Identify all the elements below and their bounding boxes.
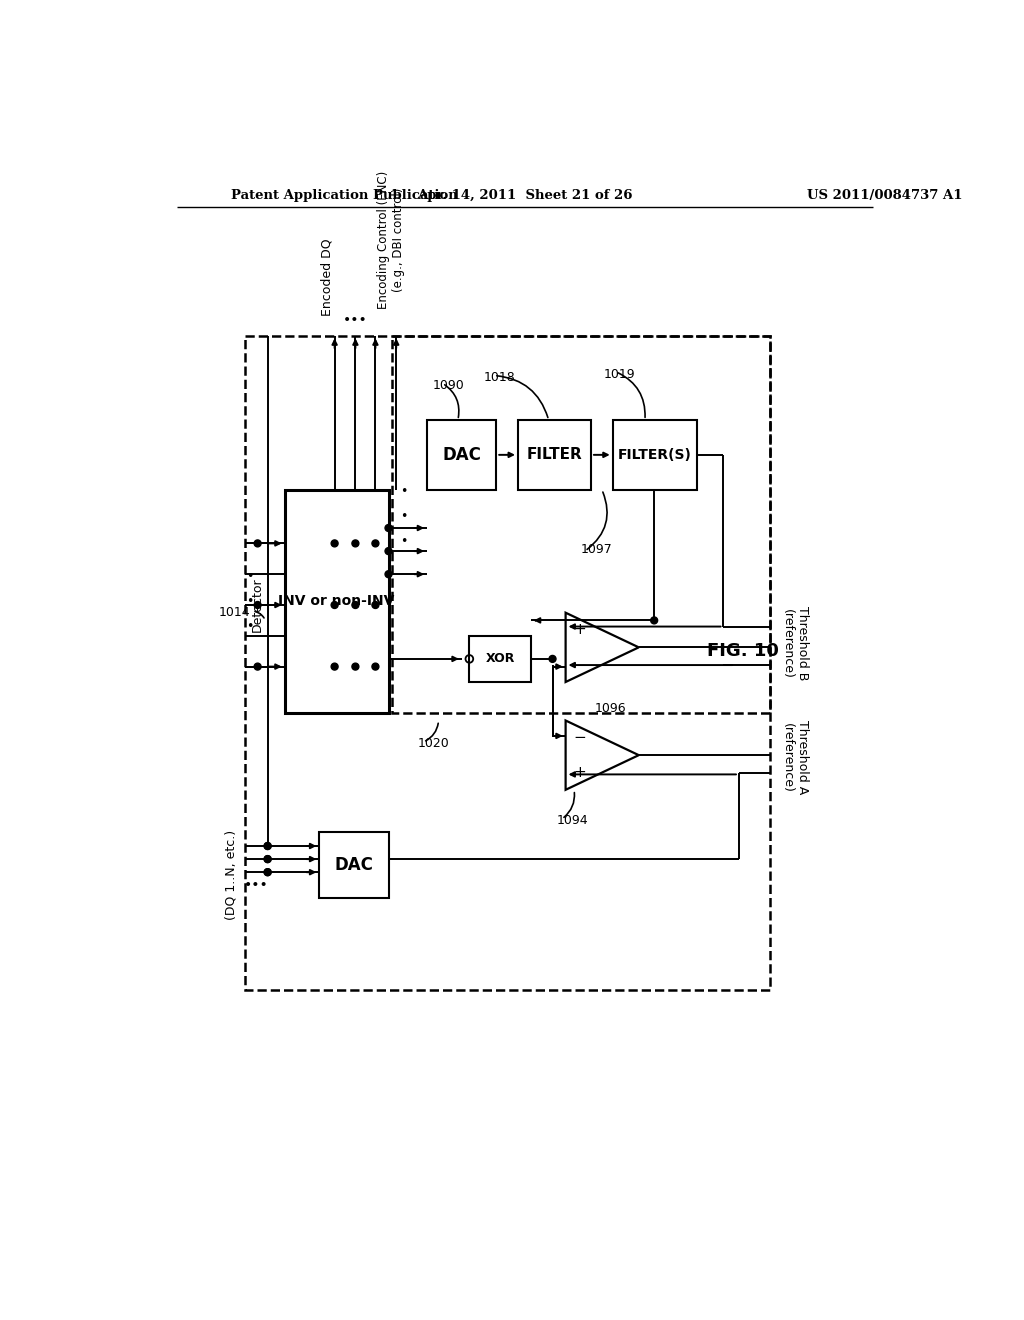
Text: Encoded DQ: Encoded DQ xyxy=(321,239,334,317)
Text: •••: ••• xyxy=(343,313,368,327)
Circle shape xyxy=(385,524,392,532)
Circle shape xyxy=(385,548,392,554)
Circle shape xyxy=(650,616,657,624)
Text: (DQ 1..N, etc.): (DQ 1..N, etc.) xyxy=(224,829,238,920)
Bar xyxy=(612,420,696,490)
Text: Threshold B
(reference): Threshold B (reference) xyxy=(781,606,809,681)
Bar xyxy=(469,636,531,682)
Text: •
•
•: • • • xyxy=(246,570,254,632)
Circle shape xyxy=(352,663,358,671)
Circle shape xyxy=(331,663,338,671)
Text: −: − xyxy=(573,730,586,744)
Circle shape xyxy=(331,602,338,609)
Circle shape xyxy=(264,842,271,850)
Bar xyxy=(427,420,497,490)
Text: 1019: 1019 xyxy=(603,367,635,380)
Text: +: + xyxy=(573,766,586,780)
Text: −: − xyxy=(573,657,586,673)
Text: •
•
•: • • • xyxy=(400,484,408,548)
Bar xyxy=(285,490,388,713)
Bar xyxy=(245,335,770,990)
Bar xyxy=(392,335,770,713)
Text: DAC: DAC xyxy=(442,446,481,463)
Circle shape xyxy=(372,663,379,671)
Circle shape xyxy=(264,855,271,862)
Circle shape xyxy=(331,540,338,546)
Text: INV or non-INV: INV or non-INV xyxy=(279,594,394,609)
Circle shape xyxy=(372,540,379,546)
Text: Detector: Detector xyxy=(251,578,264,632)
Bar xyxy=(319,832,388,898)
Circle shape xyxy=(352,602,358,609)
Circle shape xyxy=(264,842,271,850)
Text: 1094: 1094 xyxy=(556,814,588,828)
Circle shape xyxy=(254,602,261,609)
Circle shape xyxy=(254,540,261,546)
Text: FILTER: FILTER xyxy=(526,447,583,462)
Text: 1097: 1097 xyxy=(581,543,612,556)
Text: Patent Application Publication: Patent Application Publication xyxy=(230,189,458,202)
Circle shape xyxy=(352,540,358,546)
Text: •••: ••• xyxy=(244,878,268,892)
Text: XOR: XOR xyxy=(485,652,515,665)
Text: 1014: 1014 xyxy=(218,606,250,619)
Circle shape xyxy=(549,656,556,663)
Text: 1096: 1096 xyxy=(595,702,627,715)
Text: 1018: 1018 xyxy=(483,371,515,384)
Text: Encoding Control (ENC)
(e.g., DBI control): Encoding Control (ENC) (e.g., DBI contro… xyxy=(377,170,404,309)
Text: +: + xyxy=(573,622,586,638)
Circle shape xyxy=(372,602,379,609)
Circle shape xyxy=(264,869,271,875)
Text: DAC: DAC xyxy=(335,855,374,874)
Circle shape xyxy=(264,855,271,862)
Text: 1090: 1090 xyxy=(433,379,465,392)
Circle shape xyxy=(254,663,261,671)
Circle shape xyxy=(264,869,271,875)
Text: 1020: 1020 xyxy=(418,737,450,750)
Circle shape xyxy=(385,570,392,578)
Text: Threshold A
(reference): Threshold A (reference) xyxy=(781,721,809,795)
Text: US 2011/0084737 A1: US 2011/0084737 A1 xyxy=(807,189,963,202)
Text: Apr. 14, 2011  Sheet 21 of 26: Apr. 14, 2011 Sheet 21 of 26 xyxy=(417,189,633,202)
Bar xyxy=(518,420,591,490)
Text: FILTER(S): FILTER(S) xyxy=(617,447,691,462)
Text: FIG. 10: FIG. 10 xyxy=(707,643,778,660)
